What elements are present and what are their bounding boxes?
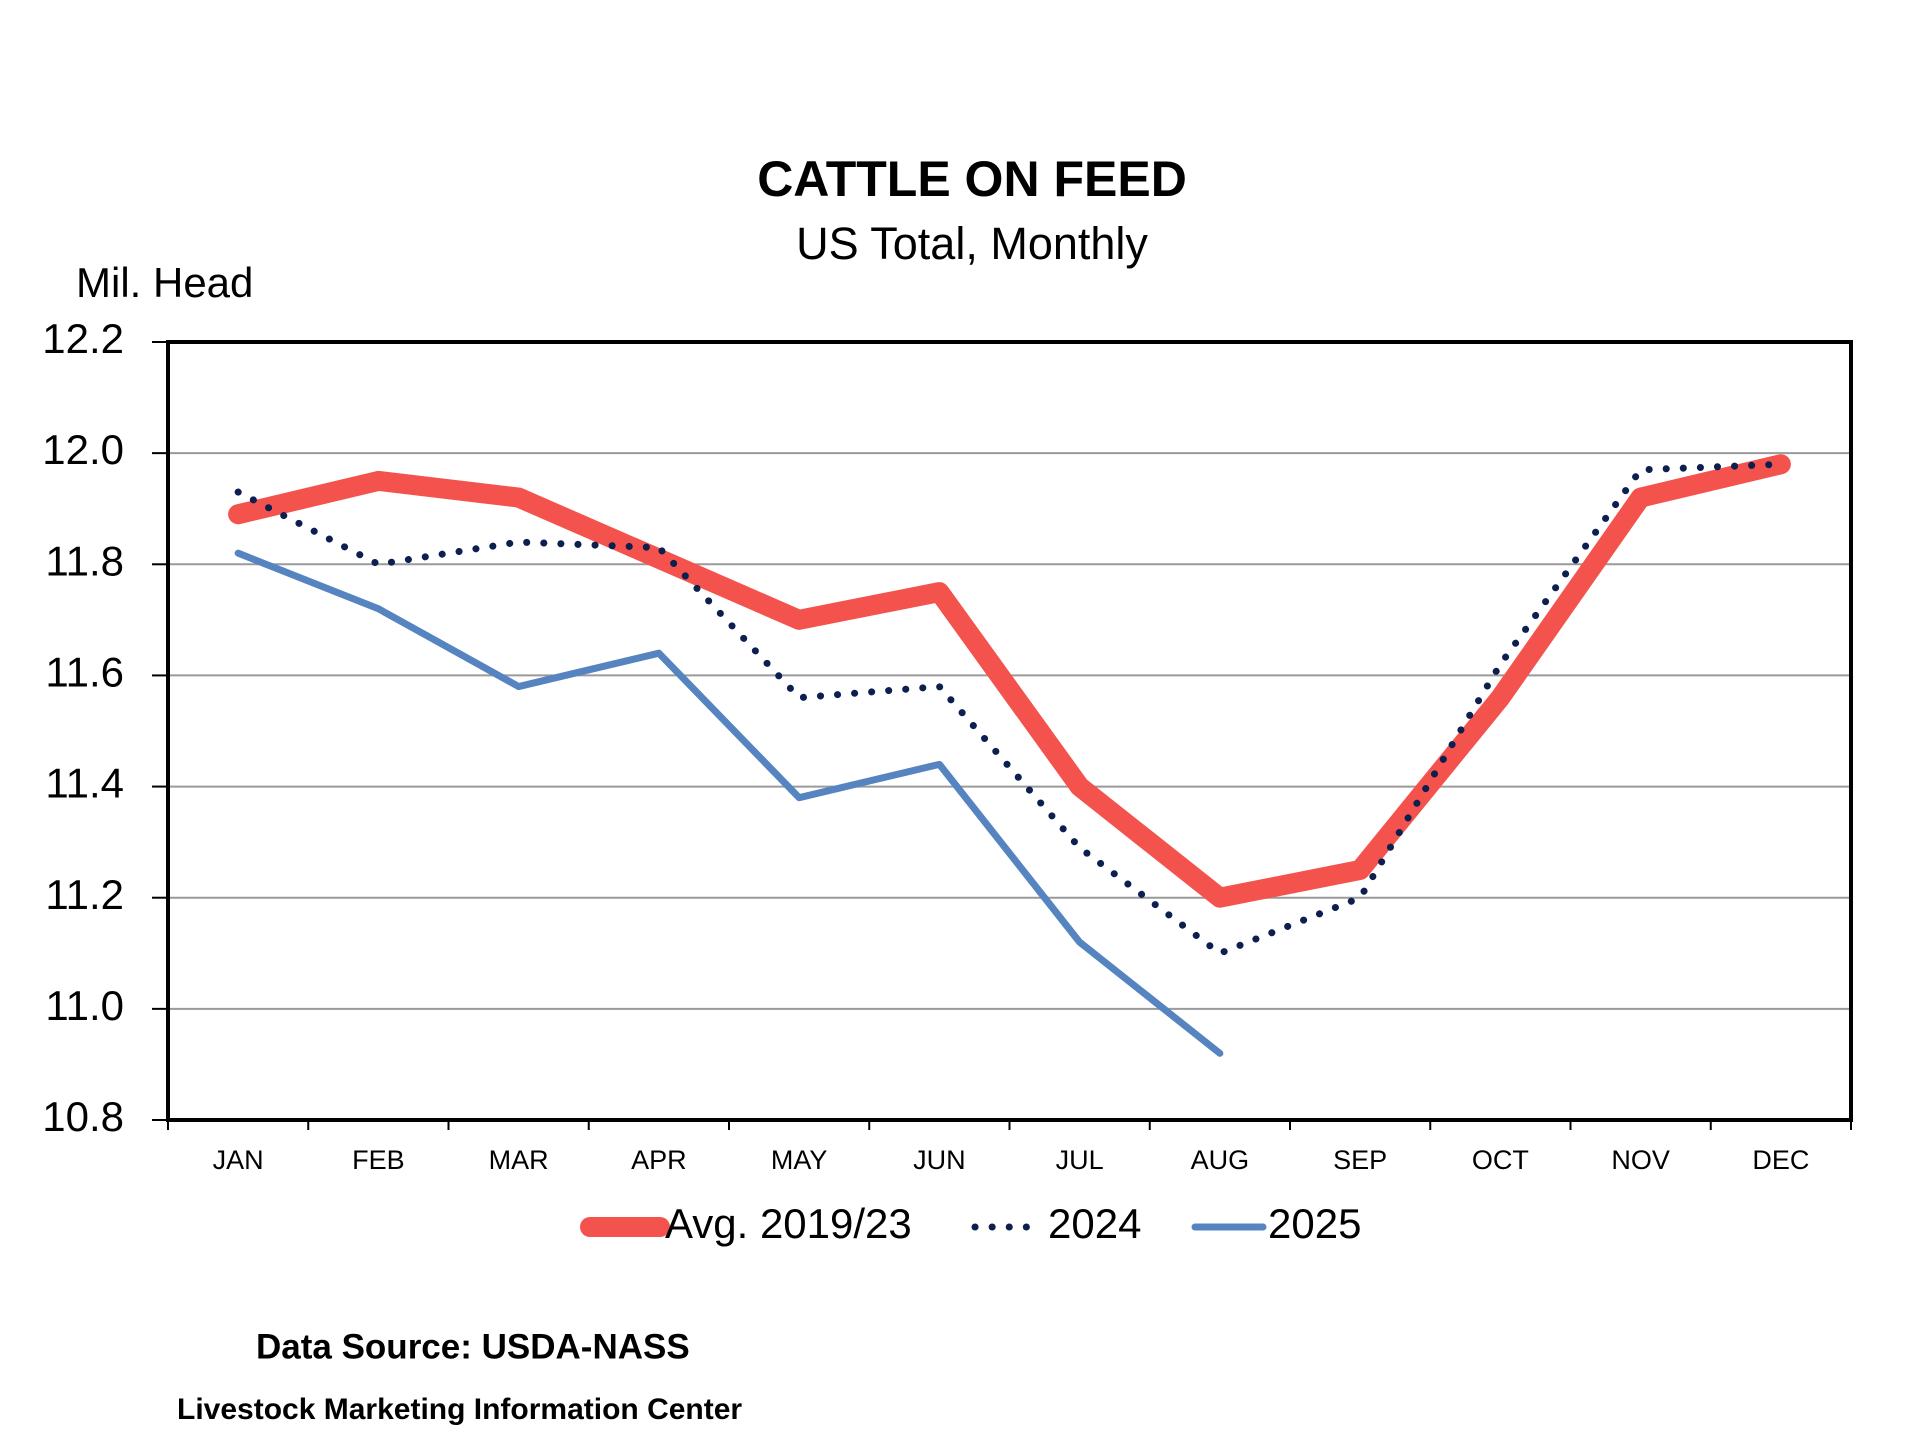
legend-label: 2025 [1268,1200,1361,1247]
series-line [234,460,1785,958]
y-tick-label: 10.8 [42,1093,124,1140]
legend-label: Avg. 2019/23 [665,1200,912,1247]
x-tick-label: JUN [913,1145,966,1175]
y-tick-label: 11.8 [45,537,124,584]
x-tick-label: SEP [1333,1145,1387,1175]
x-tick-label: JUL [1056,1145,1104,1175]
x-tick-label: NOV [1611,1145,1670,1175]
series-line [234,549,1224,1057]
y-tick-label: 12.0 [42,426,124,473]
y-tick-label: 11.2 [45,871,124,918]
source: Data Source: USDA-NASS [256,1327,690,1366]
x-tick-label: FEB [352,1145,405,1175]
plot-frame [166,340,1853,1122]
x-tick-label: MAR [489,1145,549,1175]
series-line [228,454,1791,908]
y-tick-label: 11.4 [45,760,124,807]
y-tick-label: 11.0 [45,982,124,1029]
x-tick-label: DEC [1752,1145,1809,1175]
x-tick-label: AUG [1191,1145,1250,1175]
credit: Livestock Marketing Information Center [177,1393,742,1426]
x-tick-label: JAN [213,1145,264,1175]
x-tick-label: MAY [771,1145,828,1175]
legend-label: 2024 [1048,1200,1141,1247]
y-tick-label: 11.6 [45,649,124,696]
x-tick-label: OCT [1472,1145,1529,1175]
chart-title: CATTLE ON FEED [757,151,1187,207]
x-tick-label: APR [631,1145,687,1175]
chart-subtitle: US Total, Monthly [796,218,1148,269]
y-axis-label: Mil. Head [76,259,253,306]
y-tick-label: 12.2 [42,315,124,362]
